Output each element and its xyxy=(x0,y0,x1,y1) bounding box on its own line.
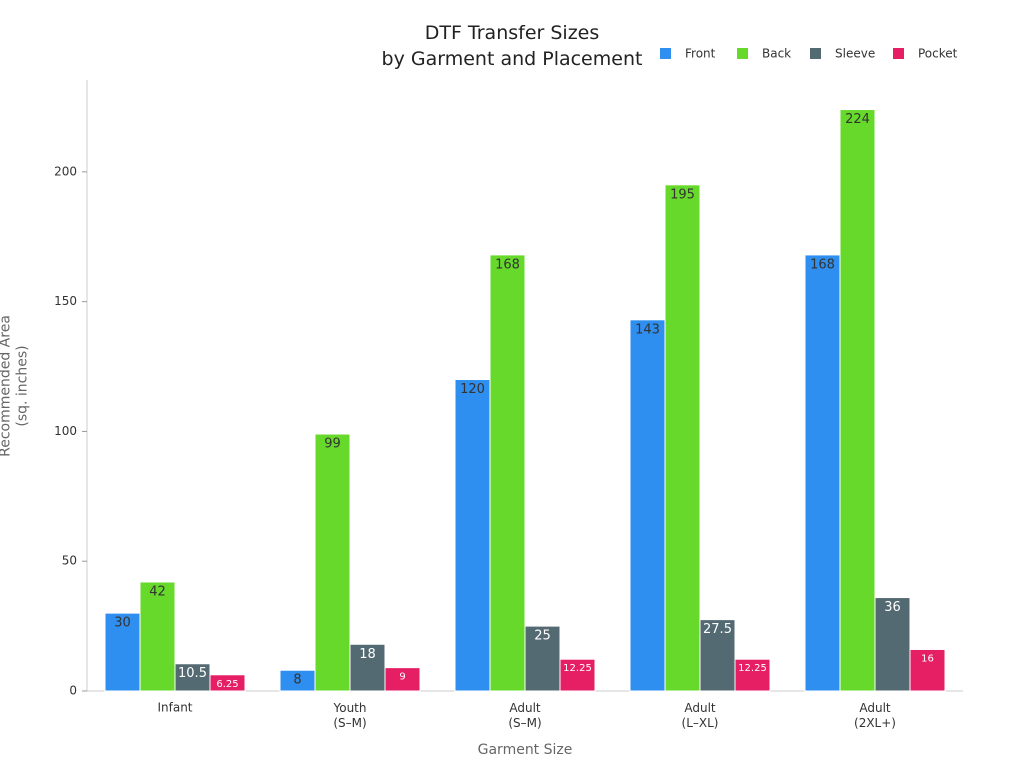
value-label: 16 xyxy=(921,653,934,664)
value-label: 36 xyxy=(884,600,901,615)
y-tick-label: 50 xyxy=(62,554,77,568)
x-tick-label: Adult (S–M) xyxy=(508,701,541,730)
y-tick-label: 150 xyxy=(54,294,77,308)
bar xyxy=(454,379,491,692)
value-label: 12.25 xyxy=(563,663,592,674)
value-label: 99 xyxy=(324,437,341,452)
value-label: 10.5 xyxy=(178,666,207,681)
value-label: 8 xyxy=(293,673,301,688)
bar xyxy=(734,658,771,692)
bar xyxy=(174,663,211,692)
value-label: 18 xyxy=(359,647,376,662)
bar xyxy=(524,625,561,692)
y-tick-label: 100 xyxy=(54,424,77,438)
value-label: 143 xyxy=(635,322,660,337)
legend-swatch xyxy=(737,48,748,59)
y-tick-label: 200 xyxy=(54,164,77,178)
x-tick-label: Adult (2XL+) xyxy=(854,701,896,730)
value-label: 6.25 xyxy=(216,679,238,690)
legend-label: Front xyxy=(685,47,716,61)
bar xyxy=(209,674,246,692)
legend-label: Sleeve xyxy=(835,47,875,61)
bar xyxy=(804,254,841,692)
value-label: 42 xyxy=(149,584,166,599)
bar xyxy=(909,648,946,692)
bar xyxy=(839,109,876,692)
bar xyxy=(104,612,141,692)
value-label: 120 xyxy=(460,382,485,397)
bar xyxy=(874,597,911,692)
x-tick-label: Infant xyxy=(157,701,192,715)
x-axis-title: Garment Size xyxy=(478,742,573,758)
legend-swatch xyxy=(893,48,904,59)
value-label: 25 xyxy=(534,629,551,644)
bar xyxy=(699,619,736,692)
value-label: 27.5 xyxy=(703,622,732,637)
bar xyxy=(384,667,421,692)
bar xyxy=(489,254,526,692)
legend-label: Pocket xyxy=(918,47,958,61)
legend-swatch xyxy=(660,48,671,59)
legend-label: Back xyxy=(762,47,791,61)
value-label: 9 xyxy=(399,672,405,683)
bar xyxy=(139,581,176,692)
bar xyxy=(314,433,351,692)
x-tick-label: Youth (S–M) xyxy=(333,701,367,730)
chart-title: DTF Transfer Sizes by Garment and Placeme… xyxy=(382,22,643,70)
y-axis-title: Recommended Area(sq. inches) xyxy=(0,315,31,457)
value-label: 30 xyxy=(114,616,131,631)
value-label: 224 xyxy=(845,112,870,127)
value-label: 12.25 xyxy=(738,663,767,674)
bar xyxy=(629,319,666,692)
value-label: 168 xyxy=(810,257,835,272)
bar xyxy=(349,643,386,692)
value-label: 168 xyxy=(495,257,520,272)
bar xyxy=(559,658,596,692)
x-tick-label: Adult (L–XL) xyxy=(682,701,719,730)
value-label: 195 xyxy=(670,187,695,202)
bar xyxy=(664,184,701,692)
y-tick-label: 0 xyxy=(69,684,77,698)
legend-swatch xyxy=(810,48,821,59)
